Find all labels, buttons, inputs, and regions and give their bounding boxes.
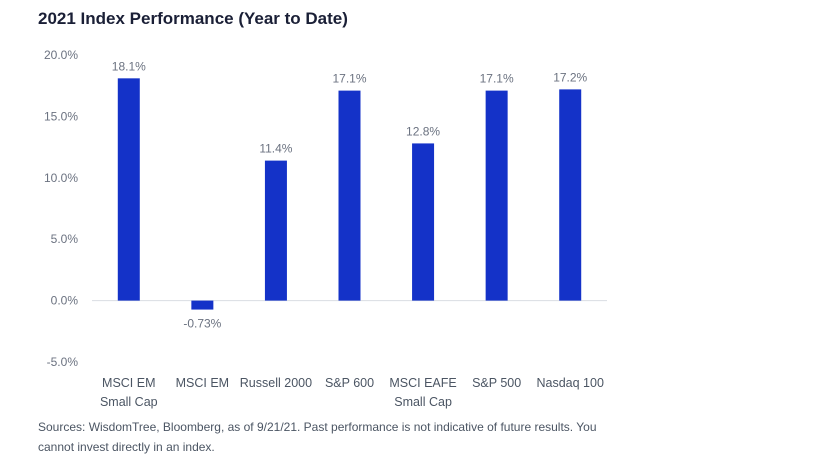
- category-label: S&P 500: [472, 376, 521, 390]
- data-label: 17.1%: [480, 72, 514, 86]
- data-label: 12.8%: [406, 124, 440, 138]
- category-label: MSCI EM Small Cap: [100, 376, 158, 409]
- category-labels: MSCI EM Small Cap MSCI EM Russell 2000 S&P 6…: [100, 376, 604, 409]
- category-label: Russell 2000: [240, 376, 312, 390]
- chart-title: 2021 Index Performance (Year to Date): [38, 9, 348, 28]
- y-tick-label: 20.0%: [44, 48, 78, 62]
- bar: [412, 143, 435, 301]
- category-label: MSCI EM: [176, 376, 229, 390]
- bar: [117, 78, 140, 301]
- category-label: MSCI EAFE Small Cap: [389, 376, 456, 409]
- data-label: 17.2%: [553, 70, 587, 84]
- source-note: Sources: WisdomTree, Bloomberg, as of 9/…: [38, 420, 597, 454]
- data-label: 17.1%: [332, 72, 366, 86]
- category-label: Nasdaq 100: [537, 376, 604, 390]
- bar: [191, 300, 214, 310]
- category-label: S&P 600: [325, 376, 374, 390]
- y-tick-label: 15.0%: [44, 109, 78, 123]
- y-tick-label: 0.0%: [51, 294, 79, 308]
- bars: [117, 78, 582, 310]
- data-labels: 18.1% -0.73% 11.4% 17.1% 12.8% 17.1% 17.2%: [112, 59, 588, 330]
- y-tick-label: 10.0%: [44, 171, 78, 185]
- y-axis-ticks: 20.0% 15.0% 10.0% 5.0% 0.0% -5.0%: [44, 48, 78, 369]
- data-label: 18.1%: [112, 59, 146, 73]
- bar: [264, 160, 287, 301]
- y-tick-label: -5.0%: [47, 355, 79, 369]
- data-label: -0.73%: [183, 317, 221, 331]
- y-tick-label: 5.0%: [51, 232, 79, 246]
- bar: [338, 90, 361, 301]
- bar: [485, 90, 508, 301]
- data-label: 11.4%: [259, 142, 292, 156]
- bar: [559, 89, 582, 301]
